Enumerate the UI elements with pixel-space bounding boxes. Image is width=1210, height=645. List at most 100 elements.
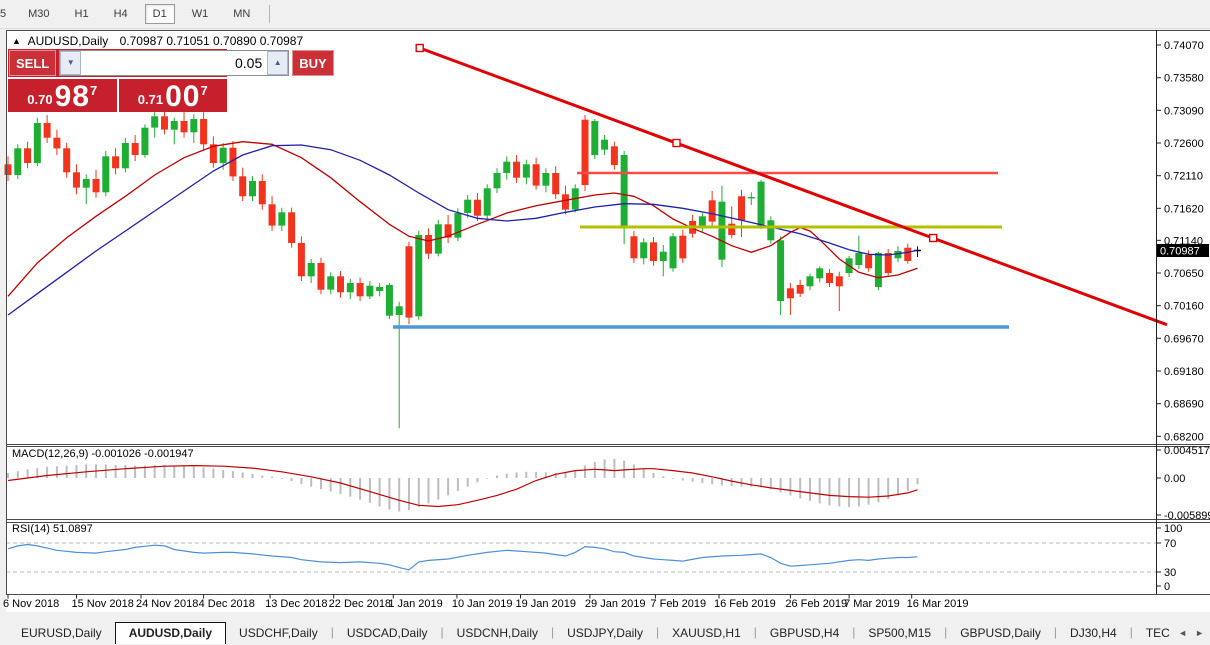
tab-separator: | [852, 624, 856, 639]
macd-axis-label: 0.00 [1164, 473, 1185, 485]
volume-increase-button[interactable]: ▲ [267, 51, 289, 75]
time-tick-label: 1 Jan 2019 [388, 598, 442, 610]
tab-sp500-m15[interactable]: SP500,M15 [868, 626, 932, 640]
timeframe-D1[interactable]: D1 [144, 4, 175, 24]
tab-dj30-h4[interactable]: DJ30,H4 [1070, 626, 1117, 640]
volume-spinner: ▼ ▲ [59, 50, 290, 76]
tab-usdchf-daily[interactable]: USDCHF,Daily [239, 626, 318, 640]
trendline-handle[interactable] [415, 43, 424, 53]
time-tick-label: 15 Nov 2018 [71, 598, 133, 610]
time-tick-label: 16 Feb 2019 [714, 598, 776, 610]
tab-usdcnh-daily[interactable]: USDCNH,Daily [456, 626, 539, 640]
time-tick-label: 16 Mar 2019 [907, 598, 969, 610]
time-tick-label: 7 Mar 2019 [844, 598, 900, 610]
buy-price-big-digits: 00 [165, 80, 201, 113]
tab-scroll-arrows: ◄ ► [1170, 620, 1210, 645]
macd-label: MACD(12,26,9) -0.001026 -0.001947 [12, 448, 194, 460]
timeframe-toolbar: 5 M30 H1 H4 D1 W1 MN [0, 0, 1210, 29]
macd-axis-label: 0.004517 [1164, 445, 1210, 457]
chart-symbol-label: AUDUSD,Daily [27, 34, 109, 48]
sell-price-box[interactable]: 0.70 98 7 [8, 79, 117, 112]
time-tick-label: 13 Dec 2018 [265, 598, 327, 610]
price-axis[interactable] [1156, 44, 1209, 437]
price-tick-label: 0.73580 [1164, 73, 1204, 85]
time-tick-label: 4 Dec 2018 [199, 598, 255, 610]
tab-separator: | [655, 624, 660, 639]
toolbar-separator [269, 5, 271, 23]
macd-axis-label: -0.005899 [1164, 510, 1210, 522]
trade-controls-row: SELL ▼ ▲ BUY [8, 49, 334, 77]
rsi-label: RSI(14) 51.0897 [12, 523, 93, 535]
tab-separator: | [753, 624, 757, 639]
volume-decrease-button[interactable]: ▼ [60, 51, 82, 75]
price-tick-label: 0.71140 [1164, 235, 1203, 247]
ma-fast-line [7, 141, 918, 297]
buy-button[interactable]: BUY [292, 50, 334, 76]
tab-usdcad-daily[interactable]: USDCAD,Daily [346, 626, 428, 640]
timeframe-W1[interactable]: W1 [184, 4, 217, 24]
timeframe-MN[interactable]: MN [225, 4, 258, 24]
volume-input[interactable] [81, 51, 268, 75]
rsi-axis-label: 70 [1164, 538, 1176, 550]
buy-price-box[interactable]: 0.71 00 7 [118, 79, 227, 113]
time-tick-label: 24 Nov 2018 [136, 598, 198, 610]
macd-signal-line [7, 464, 918, 508]
timeframe-M30[interactable]: M30 [20, 4, 57, 24]
timeframe-5[interactable]: 5 [0, 4, 14, 24]
price-tick-label: 0.70650 [1164, 268, 1204, 280]
rsi-line [7, 543, 918, 571]
tab-gbpusd-h4[interactable]: GBPUSD,H4 [769, 626, 840, 640]
price-tick-label: 0.68200 [1164, 431, 1204, 443]
time-tick-label: 19 Jan 2019 [515, 598, 576, 610]
tab-usdjpy-daily[interactable]: USDJPY,Daily [567, 626, 643, 640]
rsi-axis-label: 100 [1164, 523, 1182, 535]
price-tick-label: 0.73090 [1164, 105, 1204, 117]
time-tick-label: 29 Jan 2019 [585, 598, 646, 610]
rsi-axis-label: 0 [1164, 581, 1170, 593]
buy-price-prefix: 0.71 [137, 92, 164, 107]
tab-audusd-daily[interactable]: AUDUSD,Daily [114, 622, 227, 644]
tab-separator: | [330, 624, 334, 639]
time-tick-label: 26 Feb 2019 [785, 598, 847, 610]
tab-bar: EURUSD,Daily AUDUSD,Daily USDCHF,Daily | USD… [0, 620, 1210, 645]
chart-canvas[interactable]: 0.74070 0.73580 0.73090 0.72600 0.72110 0.71 6… [0, 28, 1210, 613]
current-price-label: 0.70987 [1160, 246, 1200, 258]
time-tick-label: 22 Dec 2018 [329, 598, 391, 610]
price-tick-label: 0.74070 [1164, 40, 1204, 52]
price-tick-label: 0.70160 [1164, 301, 1204, 313]
price-tick-label: 0.69670 [1164, 333, 1204, 345]
sell-price-big-digits: 98 [54, 80, 90, 113]
timeframe-H1[interactable]: H1 [67, 4, 97, 24]
price-tick-label: 0.72110 [1164, 171, 1203, 183]
trendline-handle[interactable] [672, 138, 681, 148]
tab-gbpusd-daily[interactable]: GBPUSD,Daily [960, 626, 1041, 640]
tab-scroll-right-icon[interactable]: ► [1195, 627, 1204, 638]
timeframe-H4[interactable]: H4 [106, 4, 136, 24]
time-tick-label: 7 Feb 2019 [650, 598, 706, 610]
trendline-handle[interactable] [929, 233, 938, 243]
tab-xauusd-h1[interactable]: XAUUSD,H1 [672, 626, 741, 640]
time-axis-background [6, 595, 1210, 612]
tab-separator: | [551, 624, 555, 639]
current-price-tag [1157, 244, 1209, 257]
trendline[interactable] [419, 46, 1168, 327]
sell-price-prefix: 0.70 [27, 92, 53, 107]
chart-title: ▲ AUDUSD,Daily 0.70987 0.71051 0.70890 0… [12, 34, 303, 48]
time-axis[interactable] [7, 594, 913, 599]
trade-price-row: 0.70 98 7 0.71 00 7 [8, 79, 227, 112]
sell-button[interactable]: SELL [9, 50, 57, 76]
price-tick-label: 0.72600 [1164, 138, 1204, 150]
price-tick-label: 0.68690 [1164, 399, 1204, 411]
tab-eurusd-daily[interactable]: EURUSD,Daily [21, 626, 102, 640]
tab-separator: | [1053, 624, 1058, 639]
one-click-trading-panel: SELL ▼ ▲ BUY 0.70 98 7 0.71 00 7 [8, 49, 334, 112]
time-tick-label: 10 Jan 2019 [452, 598, 513, 610]
sell-price-pip-digit: 7 [89, 83, 98, 98]
chart-ohlc-values: 0.70987 0.71051 0.70890 0.70987 [119, 34, 304, 48]
price-tick-label: 0.69180 [1164, 366, 1204, 378]
tab-separator: | [440, 624, 444, 639]
buy-price-pip-digit: 7 [200, 83, 208, 98]
tab-scroll-left-icon[interactable]: ◄ [1178, 627, 1188, 638]
time-tick-label: 6 Nov 2018 [3, 598, 59, 610]
